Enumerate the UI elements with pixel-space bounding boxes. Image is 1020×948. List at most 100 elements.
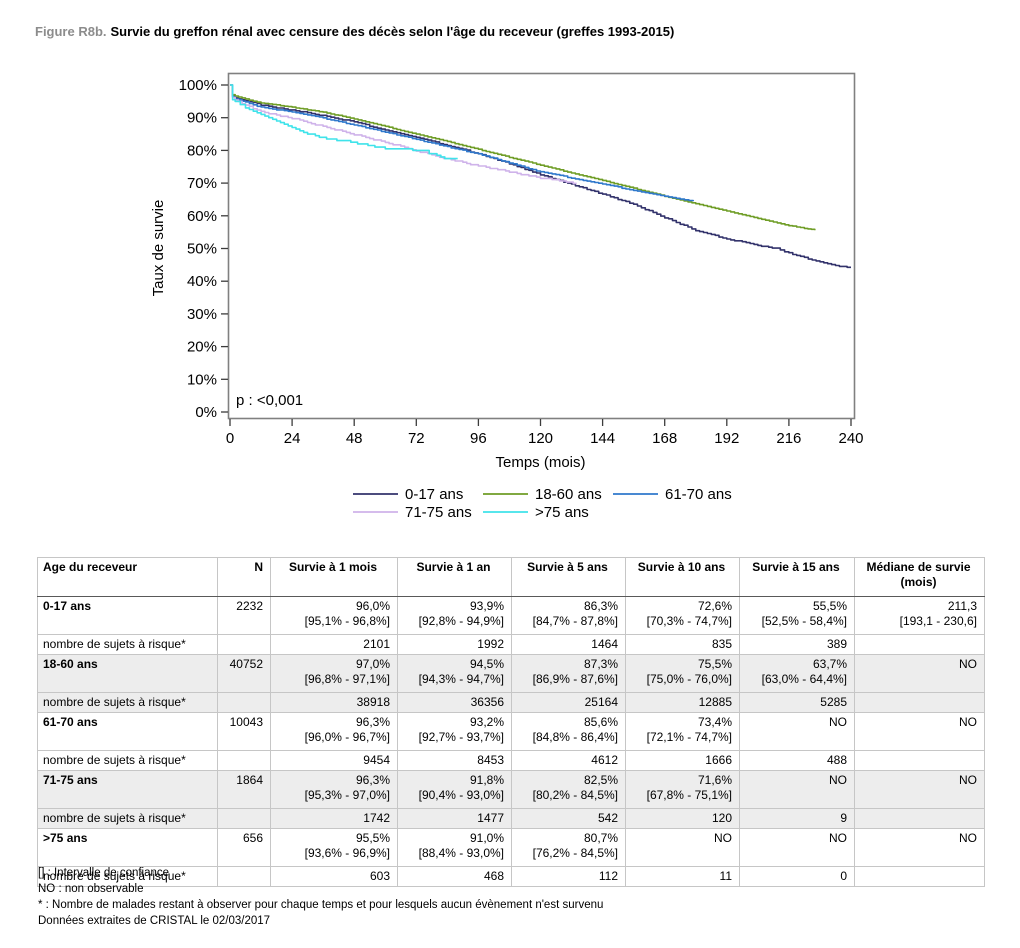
cell-risk-3: 835 bbox=[625, 634, 740, 655]
cell-survival-4: 55,5% [52,5% - 58,4%] bbox=[739, 596, 855, 635]
survival-table: Age du receveur N Survie à 1 mois Survie à … bbox=[37, 557, 985, 887]
figure-title-text: Survie du greffon rénal avec censure des… bbox=[110, 24, 675, 39]
x-axis-tick-label: 168 bbox=[652, 430, 677, 447]
survival-table-wrap: Age du receveur N Survie à 1 mois Survie à … bbox=[37, 557, 985, 887]
figure-title-prefix: Figure R8b. bbox=[35, 24, 107, 39]
cell-survival-0: 96,3% [96,0% - 96,7%] bbox=[270, 712, 398, 751]
survival-curve-71-75-ans bbox=[230, 84, 577, 185]
cell-risk-1: 1477 bbox=[397, 808, 512, 829]
table-row-75-ans: >75 ans 656 95,5% [93,6% - 96,9%] 91,0% [88,4… bbox=[37, 828, 985, 867]
cell-median-empty bbox=[854, 634, 985, 655]
cell-median: NO bbox=[854, 770, 985, 809]
y-axis-tick-label: 0% bbox=[195, 404, 217, 421]
cell-survival-1: 93,9% [92,8% - 94,9%] bbox=[397, 596, 512, 635]
cell-risk-0: 1742 bbox=[270, 808, 398, 829]
cell-n: 656 bbox=[217, 828, 271, 867]
cell-median: 211,3 [193,1 - 230,6] bbox=[854, 596, 985, 635]
cell-risk-1: 468 bbox=[397, 866, 512, 887]
cell-n-empty bbox=[217, 808, 271, 829]
table-header-n: N bbox=[217, 557, 271, 597]
cell-risk-2: 1464 bbox=[511, 634, 626, 655]
figure-title: Figure R8b. Survie du greffon rénal avec … bbox=[35, 24, 674, 39]
x-axis-tick-label: 120 bbox=[528, 430, 553, 447]
cell-age-group: 0-17 ans bbox=[37, 596, 218, 635]
cell-risk-4: 9 bbox=[739, 808, 855, 829]
x-axis-tick-label: 144 bbox=[590, 430, 615, 447]
x-axis-tick-label: 240 bbox=[838, 430, 863, 447]
cell-risk-label: nombre de sujets à risque* bbox=[37, 750, 218, 771]
cell-median-empty bbox=[854, 808, 985, 829]
cell-survival-1: 91,8% [90,4% - 93,0%] bbox=[397, 770, 512, 809]
footnote-1: [] : Intervalle de confiance bbox=[38, 867, 170, 879]
cell-risk-3: 11 bbox=[625, 866, 740, 887]
table-header-survie-1-an: Survie à 1 an bbox=[397, 557, 512, 597]
cell-survival-3: 75,5% [75,0% - 76,0%] bbox=[625, 654, 740, 693]
footnote-2: NO : non observable bbox=[38, 883, 144, 895]
y-axis-tick-label: 20% bbox=[187, 339, 217, 356]
cell-risk-label: nombre de sujets à risque* bbox=[37, 692, 218, 713]
y-axis-tick-label: 90% bbox=[187, 110, 217, 127]
cell-survival-0: 96,3% [95,3% - 97,0%] bbox=[270, 770, 398, 809]
cell-survival-1: 91,0% [88,4% - 93,0%] bbox=[397, 828, 512, 867]
survival-curve-0-17-ans bbox=[230, 84, 851, 269]
cell-risk-0: 603 bbox=[270, 866, 398, 887]
y-axis-tick-label: 50% bbox=[187, 241, 217, 258]
cell-median-empty bbox=[854, 866, 985, 887]
cell-age-group: 18-60 ans bbox=[37, 654, 218, 693]
y-axis-tick-label: 100% bbox=[179, 77, 217, 94]
cell-survival-0: 95,5% [93,6% - 96,9%] bbox=[270, 828, 398, 867]
y-axis-tick-label: 70% bbox=[187, 175, 217, 192]
cell-risk-2: 112 bbox=[511, 866, 626, 887]
cell-n-empty bbox=[217, 692, 271, 713]
cell-median: NO bbox=[854, 712, 985, 751]
cell-median: NO bbox=[854, 828, 985, 867]
cell-age-group: >75 ans bbox=[37, 828, 218, 867]
table-row-risk-61-70-ans: nombre de sujets à risque* 9454 8453 4612 16… bbox=[37, 750, 985, 771]
cell-survival-2: 85,6% [84,8% - 86,4%] bbox=[511, 712, 626, 751]
table-header-age-du-receveur: Age du receveur bbox=[37, 557, 218, 597]
cell-survival-0: 96,0% [95,1% - 96,8%] bbox=[270, 596, 398, 635]
cell-risk-1: 36356 bbox=[397, 692, 512, 713]
cell-risk-4: 5285 bbox=[739, 692, 855, 713]
table-header-row: Age du receveur N Survie à 1 mois Survie à … bbox=[37, 557, 985, 597]
p-value-annotation: p : <0,001 bbox=[236, 392, 303, 409]
legend-label-18-60-ans: 18-60 ans bbox=[535, 486, 602, 503]
cell-risk-4: 488 bbox=[739, 750, 855, 771]
cell-median: NO bbox=[854, 654, 985, 693]
survival-curve-75-ans bbox=[230, 84, 458, 160]
legend-label-75-ans: >75 ans bbox=[535, 504, 589, 521]
cell-risk-0: 2101 bbox=[270, 634, 398, 655]
cell-survival-3: NO bbox=[625, 828, 740, 867]
table-header-survie-5-ans: Survie à 5 ans bbox=[511, 557, 626, 597]
cell-survival-0: 97,0% [96,8% - 97,1%] bbox=[270, 654, 398, 693]
cell-risk-label: nombre de sujets à risque* bbox=[37, 808, 218, 829]
table-row-risk-18-60-ans: nombre de sujets à risque* 38918 36356 2516… bbox=[37, 692, 985, 713]
cell-risk-1: 8453 bbox=[397, 750, 512, 771]
table-row-risk-0-17-ans: nombre de sujets à risque* 2101 1992 1464 83… bbox=[37, 634, 985, 655]
cell-n-empty bbox=[217, 750, 271, 771]
x-axis-tick-label: 48 bbox=[346, 430, 363, 447]
cell-risk-4: 0 bbox=[739, 866, 855, 887]
cell-survival-3: 73,4% [72,1% - 74,7%] bbox=[625, 712, 740, 751]
y-axis-title: Taux de survie bbox=[150, 200, 167, 297]
cell-risk-label: nombre de sujets à risque* bbox=[37, 634, 218, 655]
table-header-survie-10-ans: Survie à 10 ans bbox=[625, 557, 740, 597]
cell-median-empty bbox=[854, 692, 985, 713]
survival-chart: 0% 10% 20% 30% 40% 50% 60% 70% 80% 90% 100% 0 24 48 72… bbox=[150, 72, 864, 521]
y-axis-tick-label: 40% bbox=[187, 273, 217, 290]
cell-n: 40752 bbox=[217, 654, 271, 693]
cell-survival-2: 86,3% [84,7% - 87,8%] bbox=[511, 596, 626, 635]
cell-survival-4: NO bbox=[739, 828, 855, 867]
survival-curve-61-70-ans bbox=[230, 84, 694, 202]
footnote-4: Données extraites de CRISTAL le 02/03/20… bbox=[38, 915, 271, 927]
table-row-0-17-ans: 0-17 ans 2232 96,0% [95,1% - 96,8%] 93,9% [92… bbox=[37, 596, 985, 635]
cell-risk-3: 120 bbox=[625, 808, 740, 829]
table-row-risk-71-75-ans: nombre de sujets à risque* 1742 1477 542 120… bbox=[37, 808, 985, 829]
survival-curve-18-60-ans bbox=[230, 84, 816, 231]
cell-median-empty bbox=[854, 750, 985, 771]
cell-n-empty bbox=[217, 634, 271, 655]
cell-survival-4: 63,7% [63,0% - 64,4%] bbox=[739, 654, 855, 693]
x-axis-tick-label: 24 bbox=[284, 430, 301, 447]
cell-risk-3: 12885 bbox=[625, 692, 740, 713]
